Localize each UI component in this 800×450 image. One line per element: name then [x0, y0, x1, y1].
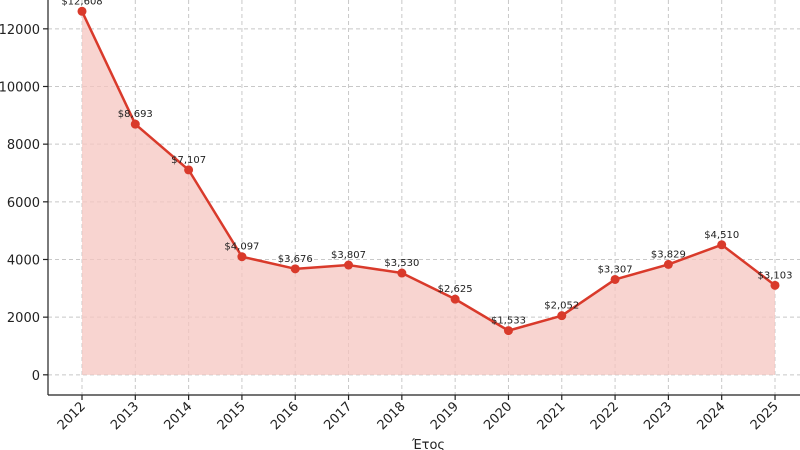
- data-point: [717, 240, 727, 250]
- data-point: [450, 294, 460, 304]
- x-tick-label: 2016: [268, 399, 302, 433]
- series-line: [80, 10, 776, 332]
- x-tick-label: 2023: [641, 399, 675, 433]
- data-label: $3,530: [384, 258, 419, 269]
- data-label: $8,693: [118, 109, 153, 120]
- data-label: $12,608: [61, 0, 102, 7]
- x-tick-label: 2018: [375, 399, 409, 433]
- x-axis-ticks: 2012 2013 2014 2015 2016 2017 2018 2019 2020 2021…: [55, 395, 782, 433]
- x-tick-label: 2019: [428, 399, 462, 433]
- x-tick-label: 2012: [55, 399, 89, 433]
- x-tick-label: 2021: [535, 399, 569, 433]
- data-label: $3,103: [758, 270, 793, 281]
- data-point: [184, 165, 194, 175]
- x-tick-label: 2014: [161, 399, 195, 433]
- data-label: $2,052: [544, 301, 579, 312]
- data-point: [77, 6, 87, 16]
- area-fill: [82, 11, 775, 375]
- data-point: [344, 260, 354, 270]
- data-point: [610, 274, 620, 284]
- data-point: [503, 326, 513, 336]
- y-tick-label: 0: [32, 369, 40, 384]
- y-tick-label: 8000: [7, 138, 40, 153]
- data-label: $3,676: [278, 254, 313, 265]
- data-label: $4,510: [704, 230, 739, 241]
- x-tick-label: 2025: [748, 399, 782, 433]
- series-line-layer: [80, 10, 776, 332]
- data-labels: $12,608 $8,693 $7,107 $4,097 $3,676 $3,807 $3,…: [61, 0, 792, 327]
- y-axis-ticks: 0 2000 4000 6000 8000 10000 12000: [0, 23, 48, 384]
- data-point: [557, 311, 567, 321]
- data-label: $4,097: [224, 242, 259, 253]
- x-tick-label: 2015: [215, 399, 249, 433]
- data-label: $1,533: [491, 316, 526, 327]
- y-tick-label: 6000: [7, 196, 40, 211]
- x-axis-title: Έτος: [411, 438, 445, 450]
- x-tick-label: 2024: [695, 399, 729, 433]
- data-point: [237, 252, 247, 262]
- axes: [47, 0, 800, 396]
- data-point: [397, 268, 407, 278]
- data-point: [770, 280, 780, 290]
- x-tick-label: 2020: [481, 399, 515, 433]
- data-point: [290, 264, 300, 274]
- data-label: $3,829: [651, 249, 686, 260]
- y-tick-label: 10000: [0, 80, 40, 95]
- x-tick-label: 2022: [588, 399, 622, 433]
- data-point: [130, 119, 140, 129]
- data-point: [663, 259, 673, 269]
- data-label: $7,107: [171, 155, 206, 166]
- area-fill-layer: [82, 11, 775, 375]
- data-label: $2,625: [438, 284, 473, 295]
- data-label: $3,307: [598, 264, 633, 275]
- y-tick-label: 2000: [7, 311, 40, 326]
- y-tick-label: 4000: [7, 253, 40, 268]
- x-tick-label: 2017: [321, 399, 355, 433]
- x-tick-label: 2013: [108, 399, 142, 433]
- data-label: $3,807: [331, 250, 366, 261]
- y-tick-label: 12000: [0, 23, 40, 38]
- data-markers: [77, 6, 780, 336]
